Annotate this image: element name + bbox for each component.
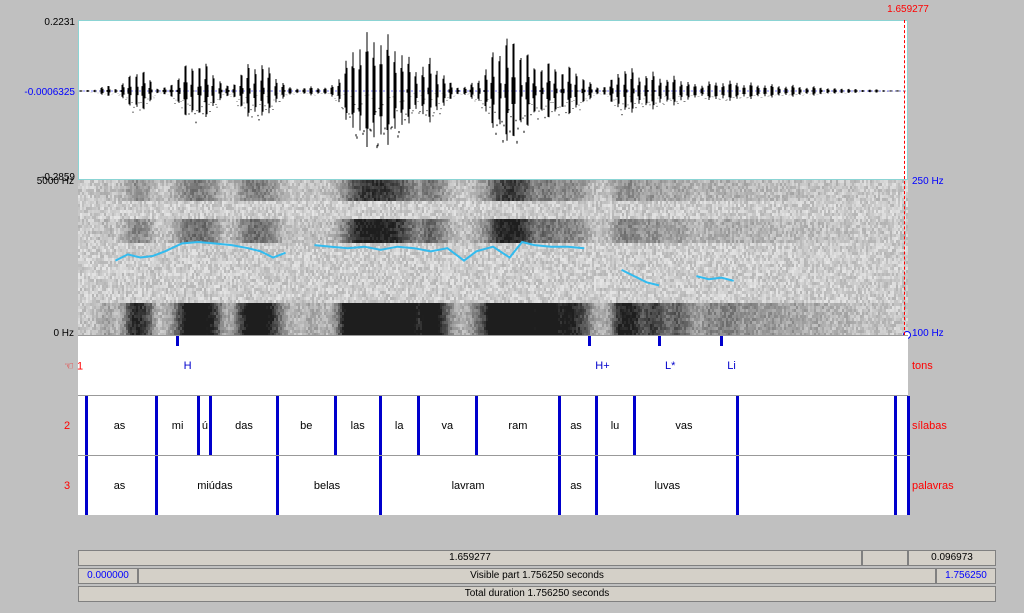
window-end[interactable]: 1.756250 — [936, 568, 996, 584]
editor-container: 1.659277 0.2231 -0.0006325 -0.2859 5000 … — [78, 20, 908, 550]
boundary[interactable] — [334, 396, 337, 455]
boundary[interactable] — [276, 456, 279, 515]
interval-label: as — [114, 420, 126, 432]
pitch-max: 250 Hz — [912, 176, 944, 187]
interval-label: vas — [675, 420, 692, 432]
tone-mark[interactable] — [720, 336, 723, 346]
boundary[interactable] — [155, 456, 158, 515]
interval-label: ram — [508, 420, 527, 432]
selection-left[interactable]: 1.659277 — [78, 550, 862, 566]
tone-label: Li — [727, 360, 736, 372]
tone-label: H — [184, 360, 192, 372]
pitch-min: 100 Hz — [912, 328, 944, 339]
boundary[interactable] — [379, 456, 382, 515]
interval-label: lavram — [452, 480, 485, 492]
tone-mark[interactable] — [588, 336, 591, 346]
boundary[interactable] — [276, 396, 279, 455]
spectrogram-panel[interactable]: 5000 Hz 0 Hz 250 Hz 100 Hz — [78, 180, 908, 335]
boundary[interactable] — [155, 396, 158, 455]
interval-label: las — [351, 420, 365, 432]
tier-name-tones: tons — [912, 360, 933, 372]
tier-words[interactable]: 3 palavras asmiúdasbelaslavramasluvas — [78, 455, 908, 515]
waveform-panel[interactable]: 0.2231 -0.0006325 -0.2859 — [78, 20, 908, 180]
interval-label: luvas — [654, 480, 680, 492]
boundary[interactable] — [894, 396, 897, 455]
boundary[interactable] — [85, 456, 88, 515]
interval-label: belas — [314, 480, 340, 492]
boundary[interactable] — [417, 396, 420, 455]
tier-name-words: palavras — [912, 480, 954, 492]
boundary[interactable] — [379, 396, 382, 455]
selection-gap — [862, 550, 908, 566]
boundary[interactable] — [633, 396, 636, 455]
tier-syllables[interactable]: 2 sílabas asmiúdasbelaslavaramasluvas — [78, 395, 908, 455]
cursor-line[interactable] — [904, 20, 905, 335]
window-start[interactable]: 0.000000 — [78, 568, 138, 584]
window-visible[interactable]: Visible part 1.756250 seconds — [138, 568, 936, 584]
spectrogram-svg — [78, 180, 908, 335]
spec-fmax: 5000 Hz — [37, 176, 74, 187]
interval-label: as — [570, 420, 582, 432]
tone-mark[interactable] — [176, 336, 179, 346]
tier-name-syllables: sílabas — [912, 420, 947, 432]
interval-label: mi — [172, 420, 184, 432]
tier-num-1: ☜ 1 — [64, 359, 83, 372]
spec-fmin: 0 Hz — [53, 328, 74, 339]
boundary[interactable] — [595, 456, 598, 515]
cursor-time-label: 1.659277 — [887, 4, 929, 15]
wave-ymax: 0.2231 — [44, 17, 75, 28]
tone-mark[interactable] — [658, 336, 661, 346]
boundary[interactable] — [209, 396, 212, 455]
boundary[interactable] — [595, 396, 598, 455]
boundary[interactable] — [736, 396, 739, 455]
tone-label: H+ — [595, 360, 609, 372]
boundary[interactable] — [475, 396, 478, 455]
interval-label: as — [114, 480, 126, 492]
tier-tones[interactable]: ☜ 1 tons HH+L*Li — [78, 335, 908, 395]
waveform-svg — [79, 21, 907, 179]
interval-label: va — [442, 420, 454, 432]
time-bars: 1.659277 0.096973 0.000000 Visible part … — [78, 550, 998, 604]
total-duration[interactable]: Total duration 1.756250 seconds — [78, 586, 996, 602]
interval-label: be — [300, 420, 312, 432]
selection-right[interactable]: 0.096973 — [908, 550, 996, 566]
boundary[interactable] — [894, 456, 897, 515]
boundary[interactable] — [736, 456, 739, 515]
tier-num-2: 2 — [64, 420, 70, 432]
boundary[interactable] — [197, 396, 200, 455]
tone-label: L* — [665, 360, 675, 372]
interval-label: ú — [202, 420, 208, 432]
boundary[interactable] — [907, 396, 910, 455]
boundary[interactable] — [558, 396, 561, 455]
wave-ymean: -0.0006325 — [24, 87, 75, 98]
interval-label: as — [570, 480, 582, 492]
interval-label: miúdas — [197, 480, 232, 492]
boundary[interactable] — [85, 396, 88, 455]
interval-label: la — [395, 420, 404, 432]
tier-num-3: 3 — [64, 480, 70, 492]
boundary[interactable] — [558, 456, 561, 515]
boundary[interactable] — [907, 456, 910, 515]
interval-label: lu — [611, 420, 620, 432]
interval-label: das — [235, 420, 253, 432]
